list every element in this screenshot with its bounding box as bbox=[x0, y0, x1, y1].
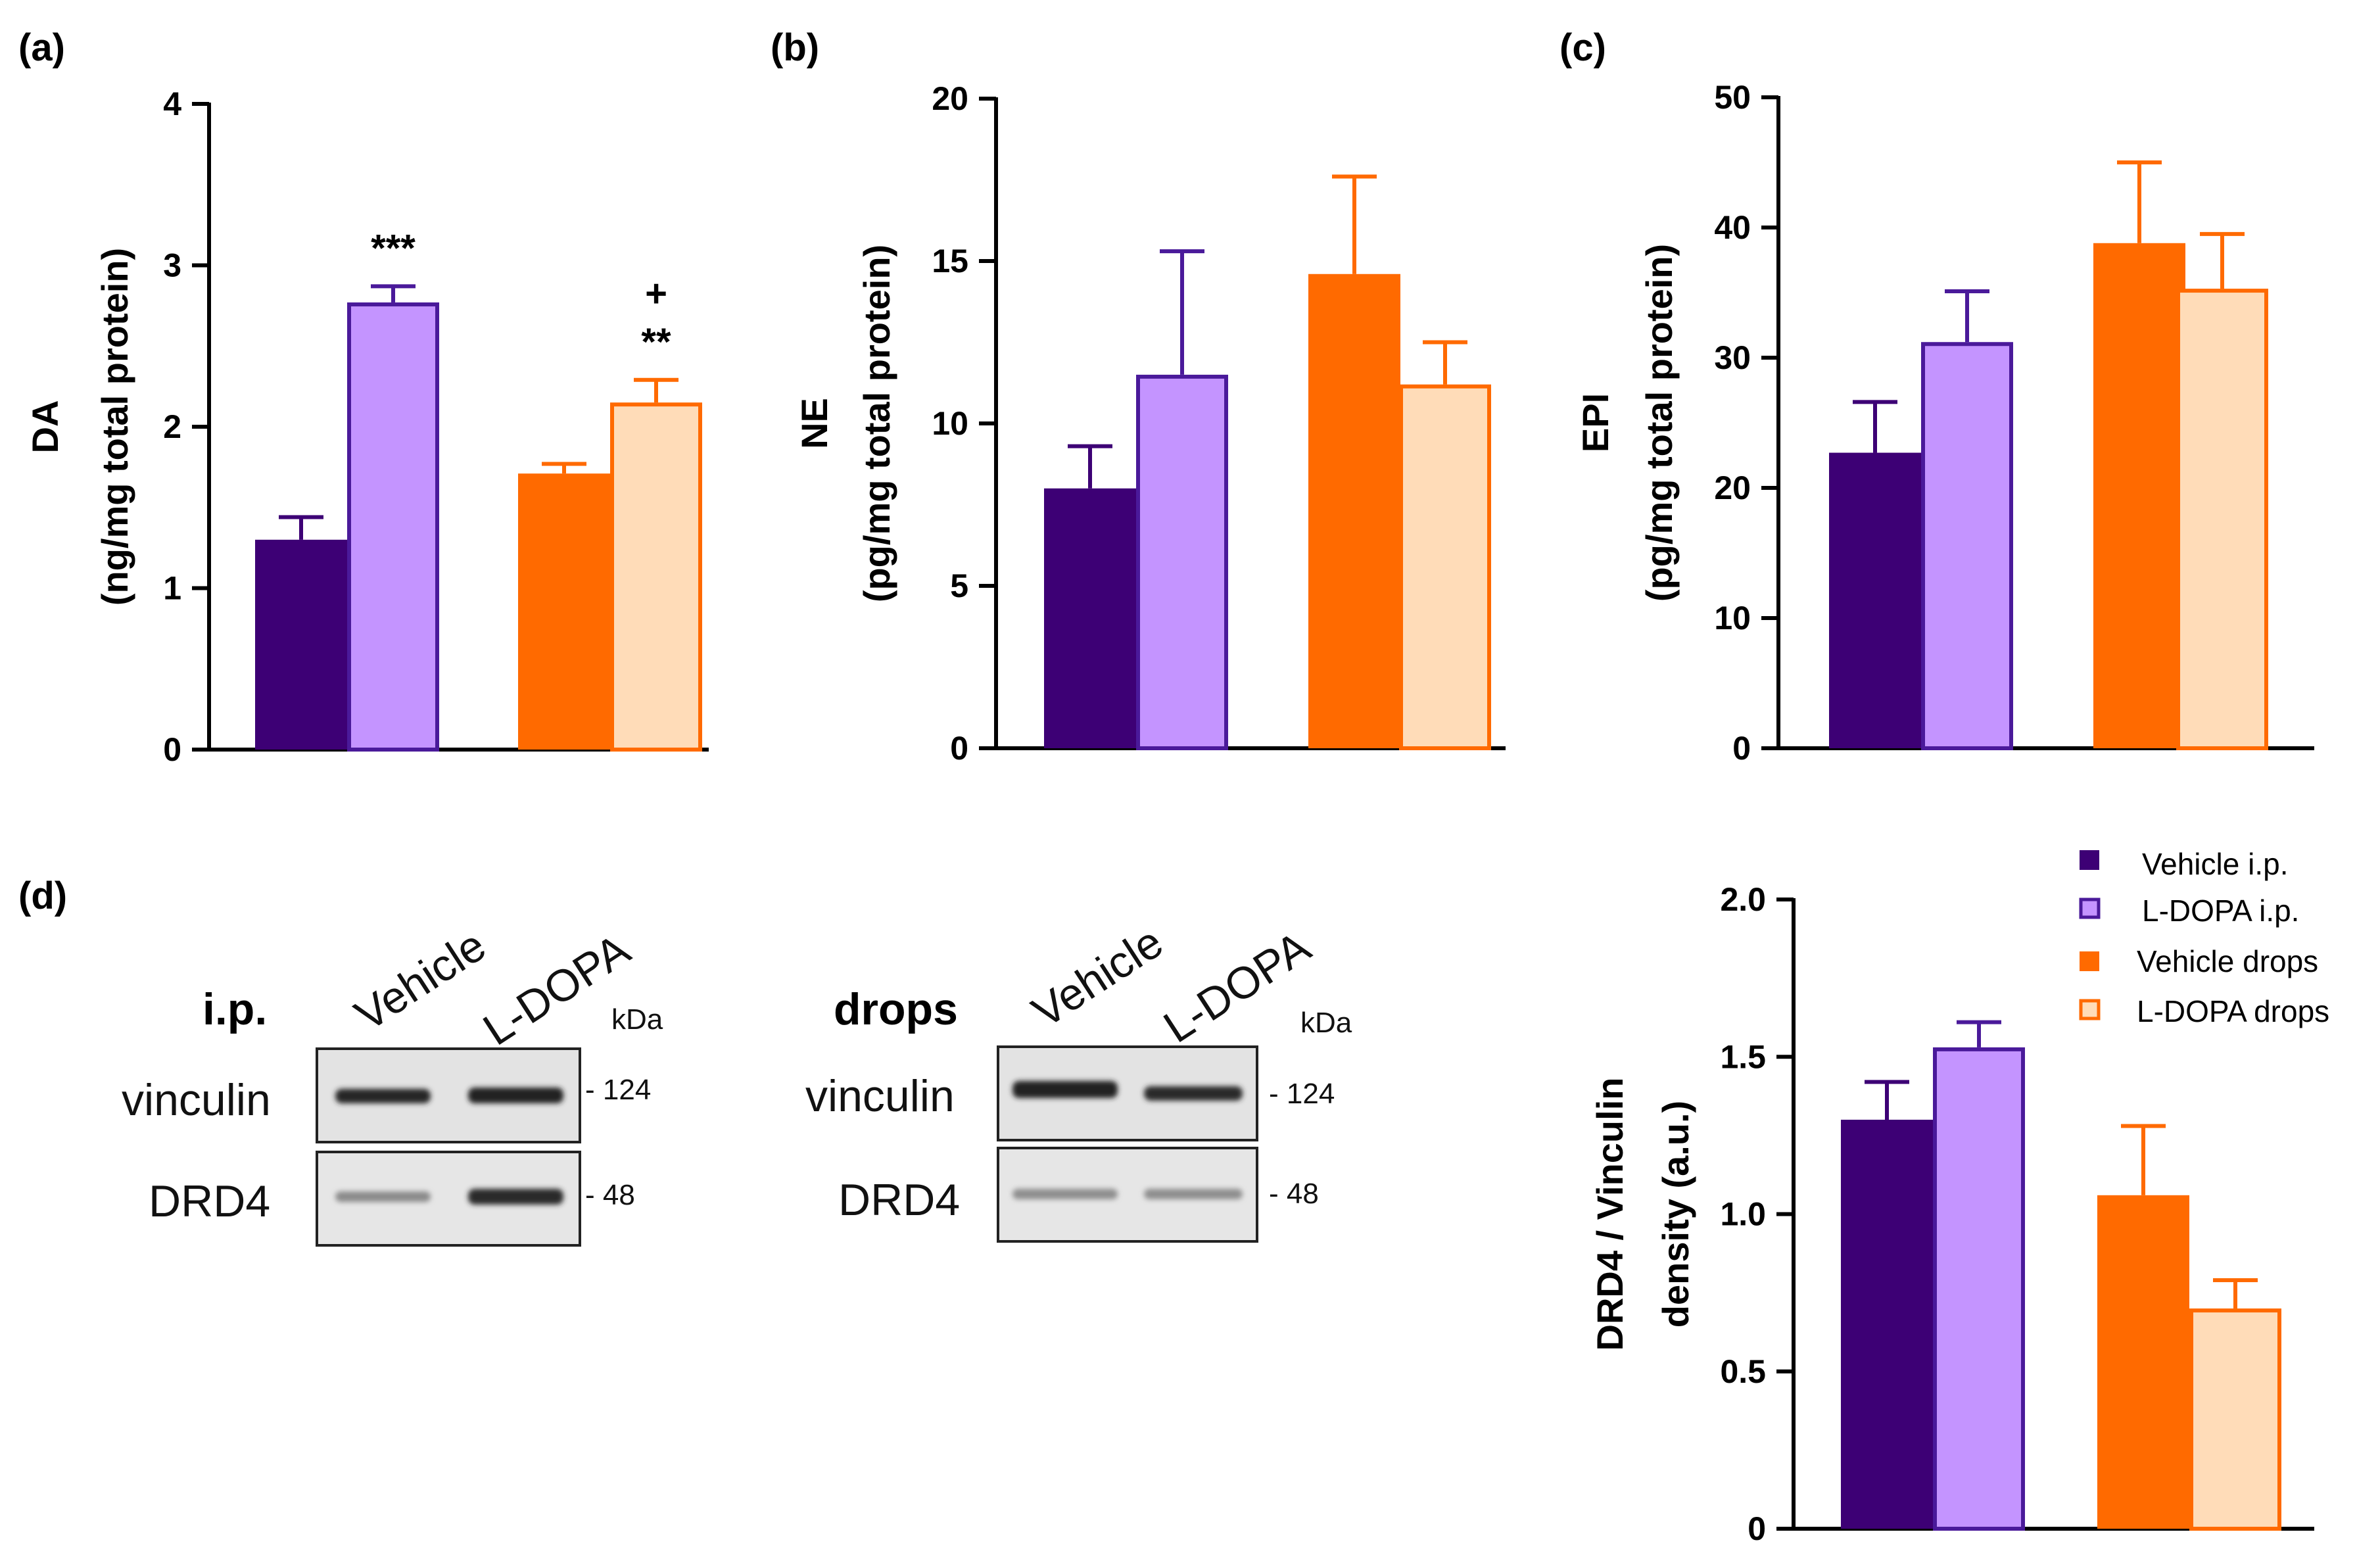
chart-b-y-tick-label: 15 bbox=[932, 243, 968, 279]
chart-a-bar-ldopa-ip bbox=[347, 302, 439, 752]
legend-swatch-ldopa-ip bbox=[2079, 898, 2101, 919]
chart-a-y-tick-label: 1 bbox=[163, 570, 181, 607]
blot-drops-lane-ldopa: L-DOPA bbox=[1155, 921, 1320, 1052]
blot-ip: i.p. Vehicle L-DOPA kDa vinculin - 124 D… bbox=[122, 920, 663, 1247]
chart-b-norepinephrine: 0 5 10 15 20 NE (pg/mg total protein) bbox=[794, 80, 1506, 767]
chart-d-y-tick-label: 2.0 bbox=[1720, 881, 1766, 918]
chart-a-bar-ldopa-drops bbox=[610, 402, 702, 752]
legend-swatch-vehicle-drops bbox=[2080, 951, 2099, 971]
chart-c-y-tick-label: 20 bbox=[1714, 469, 1751, 506]
chart-d-y-tick-label: 1.0 bbox=[1720, 1196, 1766, 1233]
chart-c-bar-ldopa-ip bbox=[1921, 342, 2013, 750]
chart-a-significance-ldopa-ip: *** bbox=[371, 227, 416, 270]
blot-ip-kda: kDa bbox=[611, 1003, 663, 1036]
legend-label-vehicle-ip: Vehicle i.p. bbox=[2142, 847, 2288, 881]
chart-a-y-title-line2: (ng/mg total protein) bbox=[94, 248, 135, 606]
chart-c-epinephrine: 0 10 20 30 40 50 EPI (pg/mg total protein) bbox=[1575, 79, 2314, 767]
blot-ip-marker-124: - 124 bbox=[585, 1074, 651, 1106]
chart-a-y-title-line1: DA bbox=[24, 400, 66, 454]
blot-drops-marker-124: - 124 bbox=[1269, 1078, 1335, 1110]
chart-b-bar-vehicle-drops bbox=[1308, 274, 1400, 748]
chart-b-y-tick-label: 0 bbox=[950, 730, 968, 767]
blot-drops-drd4-band-vehicle bbox=[1012, 1189, 1118, 1199]
panel-label-a: (a) bbox=[18, 26, 65, 69]
chart-a-y-tick-label: 4 bbox=[163, 85, 181, 122]
chart-c-y-tick-label: 30 bbox=[1714, 339, 1751, 376]
legend-item-vehicle-ip: Vehicle i.p. bbox=[2080, 847, 2288, 881]
chart-d-bar-ldopa-ip bbox=[1933, 1047, 2025, 1531]
chart-c-y-tick-label: 10 bbox=[1714, 600, 1751, 636]
blot-ip-vinculin-band-vehicle bbox=[335, 1089, 431, 1103]
blot-ip-lane-vehicle: Vehicle bbox=[346, 920, 494, 1040]
blot-ip-protein-vinculin: vinculin bbox=[122, 1075, 271, 1125]
chart-c-bar-ldopa-drops bbox=[2176, 289, 2268, 750]
chart-b-y-title-line2: (pg/mg total protein) bbox=[856, 245, 897, 602]
legend-item-vehicle-drops: Vehicle drops bbox=[2080, 944, 2318, 978]
blot-drops-group-label: drops bbox=[834, 984, 958, 1034]
chart-d-bar-vehicle-drops bbox=[2097, 1195, 2189, 1529]
chart-b-y-tick-label: 10 bbox=[932, 405, 968, 442]
panel-label-d: (d) bbox=[18, 874, 67, 917]
chart-c-y-title-line1: EPI bbox=[1575, 393, 1616, 452]
blot-ip-drd4-band-ldopa bbox=[468, 1189, 563, 1205]
chart-d-y-tick-label: 0 bbox=[1748, 1510, 1766, 1547]
legend-item-ldopa-drops: L-DOPA drops bbox=[2079, 994, 2329, 1028]
chart-b-bar-ldopa-drops bbox=[1399, 384, 1491, 750]
blot-drops-marker-48: - 48 bbox=[1269, 1178, 1319, 1210]
legend-swatch-ldopa-drops bbox=[2079, 999, 2101, 1020]
chart-d-bar-vehicle-ip bbox=[1841, 1119, 1933, 1529]
chart-b-y-tick-label: 20 bbox=[932, 80, 968, 117]
chart-d-bar-ldopa-drops bbox=[2189, 1308, 2281, 1531]
blot-ip-marker-48: - 48 bbox=[585, 1179, 635, 1211]
blot-drops-vinculin-band-vehicle bbox=[1012, 1081, 1118, 1098]
chart-a-bar-vehicle-drops bbox=[518, 473, 610, 750]
chart-d-y-title-line1: DRD4 / Vinculin bbox=[1589, 1078, 1630, 1351]
chart-d-y-tick-label: 0.5 bbox=[1720, 1353, 1766, 1390]
chart-c-y-tick-label: 40 bbox=[1714, 209, 1751, 246]
blot-ip-protein-drd4: DRD4 bbox=[149, 1176, 270, 1226]
chart-a-y-tick-label: 2 bbox=[163, 408, 181, 445]
chart-a-y-tick-label: 0 bbox=[163, 731, 181, 768]
blot-drops-vinculin-band-ldopa bbox=[1144, 1086, 1243, 1101]
blot-ip-vinculin-band-ldopa bbox=[468, 1088, 563, 1103]
chart-b-y-title-line1: NE bbox=[794, 398, 835, 449]
chart-c-y-tick-label: 50 bbox=[1714, 79, 1751, 116]
chart-d-drd4-vinculin: 0 0.5 1.0 1.5 2.0 DRD4 / Vinculin density (a.u… bbox=[1589, 881, 2314, 1547]
chart-b-bar-vehicle-ip bbox=[1044, 488, 1136, 748]
legend: Vehicle i.p. L-DOPA i.p. Vehicle drops L… bbox=[2079, 847, 2329, 1028]
legend-label-ldopa-ip: L-DOPA i.p. bbox=[2142, 894, 2299, 928]
chart-c-bar-vehicle-ip bbox=[1829, 452, 1921, 748]
chart-a-bar-vehicle-ip bbox=[255, 539, 347, 750]
chart-d-y-tick-label: 1.5 bbox=[1720, 1038, 1766, 1075]
legend-item-ldopa-ip: L-DOPA i.p. bbox=[2079, 894, 2299, 928]
blot-ip-drd4-band-vehicle bbox=[335, 1191, 431, 1202]
chart-a-y-tick-label: 3 bbox=[163, 247, 181, 284]
chart-a-significance-ldopa-drops: ** bbox=[641, 321, 671, 364]
blot-drops-protein-vinculin: vinculin bbox=[805, 1071, 955, 1121]
legend-label-vehicle-drops: Vehicle drops bbox=[2137, 944, 2318, 978]
chart-c-bar-vehicle-drops bbox=[2093, 243, 2185, 748]
chart-c-y-title-line2: (pg/mg total protein) bbox=[1638, 244, 1680, 602]
chart-b-y-tick-label: 5 bbox=[950, 567, 968, 604]
blot-drops: drops Vehicle L-DOPA kDa vinculin - 124 … bbox=[805, 917, 1352, 1243]
legend-swatch-vehicle-ip bbox=[2080, 850, 2099, 870]
blot-drops-drd4-band-ldopa bbox=[1144, 1189, 1243, 1199]
blot-ip-group-label: i.p. bbox=[202, 984, 267, 1034]
blot-drops-protein-drd4: DRD4 bbox=[838, 1175, 960, 1225]
blot-drops-lane-vehicle: Vehicle bbox=[1024, 917, 1172, 1037]
chart-c-y-tick-label: 0 bbox=[1732, 730, 1751, 767]
chart-d-y-title-line2: density (a.u.) bbox=[1655, 1101, 1696, 1328]
legend-label-ldopa-drops: L-DOPA drops bbox=[2137, 994, 2329, 1028]
panel-label-c: (c) bbox=[1559, 26, 1606, 69]
panel-label-b: (b) bbox=[771, 26, 819, 69]
blot-drops-kda: kDa bbox=[1300, 1007, 1352, 1039]
chart-a-significance-ldopa-drops: + bbox=[645, 272, 667, 315]
chart-b-bar-ldopa-ip bbox=[1136, 374, 1228, 750]
